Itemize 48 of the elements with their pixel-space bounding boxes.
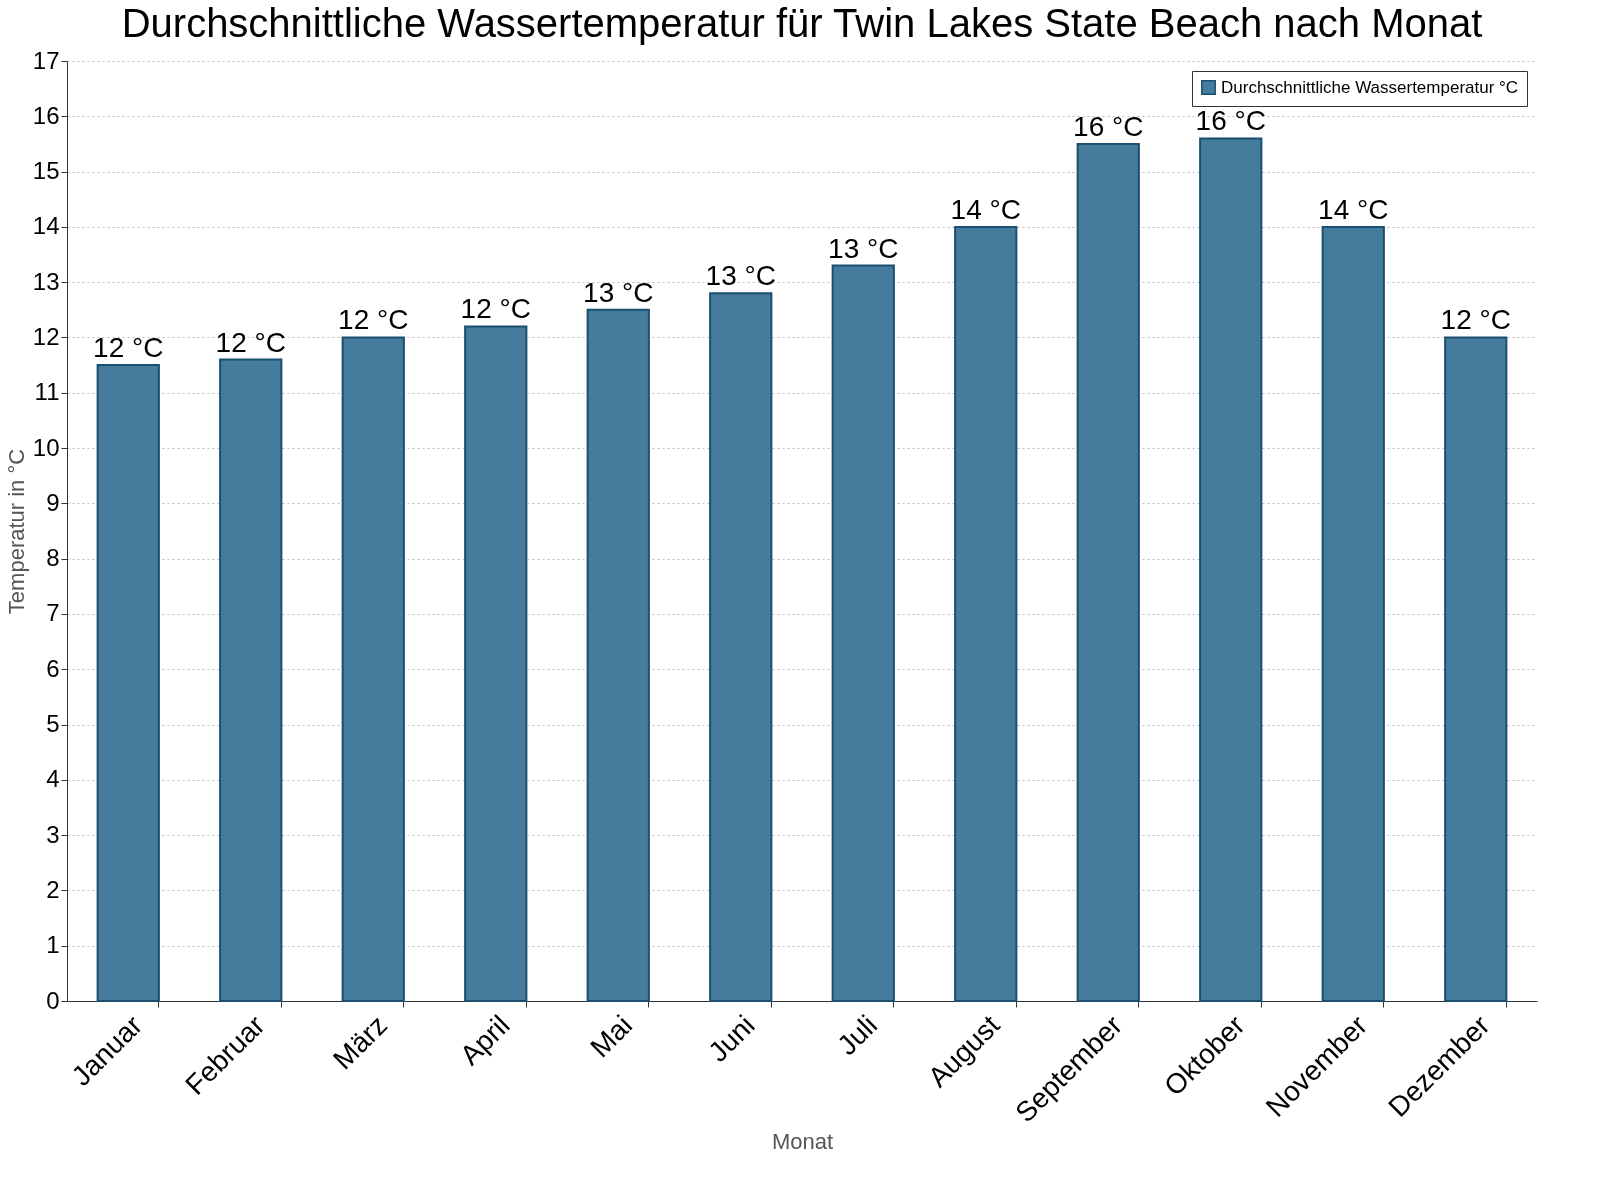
y-tick-label: 12 bbox=[32, 322, 60, 350]
y-tick-label: 2 bbox=[46, 875, 60, 903]
data-label: 12 °C bbox=[1440, 304, 1511, 336]
bar bbox=[1321, 225, 1385, 1002]
bar bbox=[96, 364, 160, 1002]
y-tick-label: 3 bbox=[46, 820, 60, 848]
data-label: 12 °C bbox=[460, 293, 531, 325]
y-tick-label: 0 bbox=[46, 986, 60, 1014]
chart-title: Durchschnittliche Wassertemperatur für Twin Lakes State Beach nach Monat bbox=[121, 1, 1483, 45]
data-label: 16 °C bbox=[1195, 105, 1266, 137]
data-label: 13 °C bbox=[705, 260, 776, 292]
y-tick-label: 16 bbox=[32, 101, 60, 129]
y-tick-label: 10 bbox=[32, 433, 60, 461]
y-tick-label: 8 bbox=[46, 544, 60, 572]
y-tick-label: 6 bbox=[46, 654, 60, 682]
bar bbox=[341, 336, 405, 1002]
bar bbox=[219, 358, 283, 1002]
data-label: 12 °C bbox=[338, 304, 409, 336]
legend-label: Durchschnittliche Wassertemperatur °C bbox=[1221, 77, 1519, 97]
y-tick-label: 14 bbox=[32, 212, 60, 240]
y-tick-label: 7 bbox=[46, 599, 60, 627]
bar bbox=[464, 325, 528, 1002]
bar bbox=[954, 225, 1018, 1002]
y-tick-label: 4 bbox=[46, 765, 60, 793]
y-axis-title: Temperatur in °C bbox=[3, 448, 29, 615]
x-axis-title: Monat bbox=[771, 1129, 834, 1155]
bar bbox=[831, 264, 895, 1002]
x-tick-label: Mai bbox=[584, 1009, 639, 1064]
y-tick-label: 17 bbox=[32, 46, 60, 74]
y-tick-label: 11 bbox=[34, 378, 60, 406]
y-tick-label: 5 bbox=[46, 710, 60, 738]
y-tick-label: 15 bbox=[32, 157, 60, 185]
data-label: 13 °C bbox=[828, 232, 899, 264]
y-tick-label: 9 bbox=[46, 488, 60, 516]
data-label: 14 °C bbox=[1318, 193, 1389, 225]
x-tick-label: Juli bbox=[831, 1009, 884, 1062]
y-tick-label: 13 bbox=[32, 267, 60, 295]
bar bbox=[709, 292, 773, 1002]
bar bbox=[586, 308, 650, 1002]
data-label: 14 °C bbox=[950, 193, 1021, 225]
data-label: 12 °C bbox=[93, 332, 164, 364]
data-label: 12 °C bbox=[215, 326, 286, 358]
data-label: 13 °C bbox=[583, 276, 654, 308]
data-label: 16 °C bbox=[1073, 110, 1144, 142]
bar bbox=[1444, 336, 1508, 1002]
bar bbox=[1076, 142, 1140, 1002]
bar bbox=[1199, 137, 1263, 1002]
y-tick-label: 1 bbox=[46, 931, 60, 959]
